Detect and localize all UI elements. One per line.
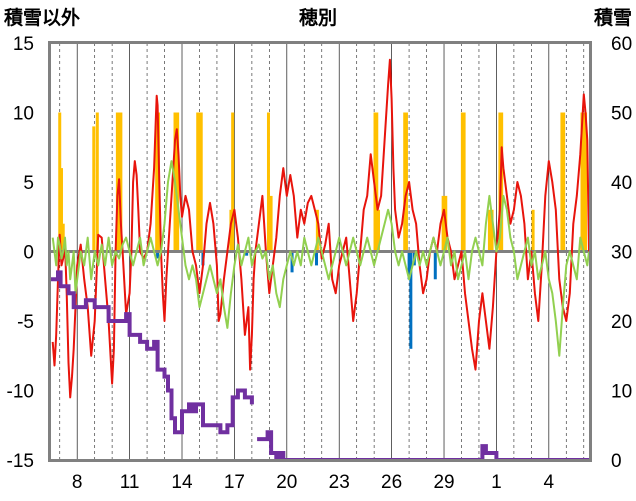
yellow-bar [95,112,99,252]
plot-frame [48,41,592,462]
yellow-bar [377,209,381,252]
x-tick-label: 29 [433,472,454,493]
x-tick-label: 26 [381,472,402,493]
blue-bar [433,251,437,280]
x-tick-label: 8 [72,472,83,493]
right-tick-label: 30 [611,243,632,264]
left-tick-label: 10 [13,104,34,125]
right-tick-label: 50 [611,104,632,125]
right-tick-label: 20 [611,312,632,333]
yellow-bar [231,112,235,252]
yellow-bar [92,126,96,252]
right-tick-label: 60 [611,34,632,55]
yellow-bar [269,195,273,252]
yellow-bar [61,223,65,252]
left-tick-label: 0 [23,243,34,264]
blue-bar [407,251,411,280]
yellow-bar [560,112,564,252]
yellow-bar [176,112,180,252]
yellow-bar [582,112,586,252]
left-axis-title: 積雪以外 [4,6,80,29]
blue-bar [315,251,319,266]
yellow-bar [403,112,407,252]
green-series-line [51,160,590,357]
x-tick-label: 23 [329,472,350,493]
yellow-bar [404,112,408,252]
yellow-bar [584,112,588,252]
left-tick-label: -5 [17,312,34,333]
left-axis-ticks: 15 10 5 0 -5 -10 -15 [7,34,34,472]
series-layer [51,58,590,462]
right-axis-title: 積雪 [594,6,632,29]
right-tick-label: 10 [611,382,632,403]
left-tick-label: -10 [7,382,34,403]
x-tick-label: 4 [544,472,555,493]
blue-bar [156,251,160,259]
yellow-bar [59,168,63,252]
chart-title: 穂別 [299,6,337,29]
yellow-bar [462,112,466,252]
yellow-bar [119,112,123,252]
yellow-bar [490,209,494,252]
x-tick-label: 1 [491,472,502,493]
yellow-bar [197,112,201,252]
yellow-bar [199,112,203,252]
x-tick-label: 14 [171,472,193,493]
x-tick-label: 20 [276,472,297,493]
yellow-bar [580,112,584,252]
yellow-bar [375,112,379,252]
blue-bar [245,251,249,256]
red-series-line [51,58,590,399]
left-tick-label: 5 [23,173,34,194]
right-tick-label: 0 [611,451,622,472]
bar-layer [58,112,588,349]
yellow-bar [155,112,159,252]
yellow-bar [487,209,491,252]
yellow-bar [115,112,119,252]
yellow-bar [58,112,62,252]
yellow-bar [266,112,270,252]
yellow-bar [196,112,200,252]
yellow-bar [441,195,445,252]
yellow-bar [315,209,319,252]
snow-depth-line [257,430,589,462]
x-tick-label: 17 [224,472,245,493]
right-axis-ticks: 60 50 40 30 20 10 0 [611,34,632,472]
blue-bar [409,251,413,349]
x-axis-ticks: 8 11 14 17 20 23 26 29 1 4 [72,472,555,493]
x-tick-label: 11 [120,472,140,493]
yellow-bar [531,209,535,252]
snow-depth-line [51,270,254,435]
left-tick-label: -15 [7,451,34,472]
left-tick-label: 15 [13,34,34,55]
yellow-bar [562,112,566,252]
yellow-bar [460,112,464,252]
right-tick-label: 40 [611,173,632,194]
